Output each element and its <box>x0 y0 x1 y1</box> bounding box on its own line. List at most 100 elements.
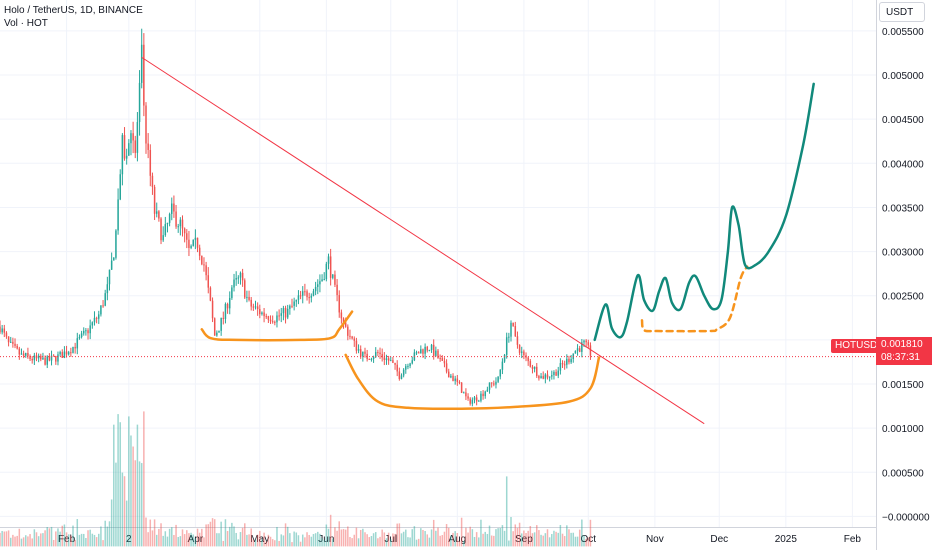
candle-body <box>299 295 302 297</box>
volume-bar <box>25 535 27 547</box>
volume-bar <box>102 540 104 547</box>
candle-body <box>454 378 456 381</box>
volume-bar <box>372 533 375 547</box>
volume-bar <box>241 527 244 547</box>
candle-body <box>527 357 529 362</box>
candle-body <box>484 391 486 397</box>
candle-body <box>540 376 542 379</box>
volume-bar <box>512 531 514 547</box>
volume-bar <box>70 535 72 547</box>
volume-bar <box>377 538 379 547</box>
candle-body <box>304 291 306 293</box>
volume-bar <box>570 532 572 547</box>
volume-bar <box>87 530 89 547</box>
candle-body <box>548 376 551 378</box>
y-tick-label: 0.000500 <box>882 468 924 479</box>
volume-bar <box>435 530 437 547</box>
volume-bar <box>35 532 38 547</box>
candle-body <box>80 333 83 338</box>
candle-body <box>278 315 280 317</box>
candle-body <box>372 357 375 359</box>
candle-body <box>559 363 562 371</box>
volume-bar <box>80 533 83 547</box>
candle-body <box>1 328 3 333</box>
volume-bar <box>289 533 291 547</box>
candle-body <box>149 149 152 176</box>
candle-body <box>147 143 149 150</box>
candle-body <box>52 355 55 357</box>
volume-bar <box>469 526 471 547</box>
currency-selector[interactable]: USDT <box>879 2 925 22</box>
volume-bar <box>203 537 205 547</box>
x-tick-label: Jul <box>384 534 397 545</box>
volume-bar <box>426 534 429 547</box>
teal-projection <box>593 82 815 342</box>
volume-bar <box>280 534 283 547</box>
volume-bar <box>364 532 366 547</box>
volume-bar <box>235 532 237 547</box>
volume-bar <box>329 514 332 547</box>
volume-bar <box>61 525 64 547</box>
candle-body <box>269 319 272 322</box>
candle-body <box>456 378 459 382</box>
candle-body <box>76 338 79 349</box>
candle-body <box>525 355 527 358</box>
candle-body <box>239 272 242 278</box>
volume-bar <box>274 540 276 547</box>
candle-body <box>538 375 540 379</box>
volume-bar <box>424 531 426 547</box>
volume-bar <box>18 528 21 547</box>
volume-bar <box>396 523 398 547</box>
y-tick-label: 0.002500 <box>882 292 924 303</box>
volume-bar <box>568 529 570 547</box>
candle-body <box>553 371 555 376</box>
candle-body <box>20 353 23 355</box>
candle-body <box>430 344 433 350</box>
volume-bar <box>209 521 212 547</box>
volume-bar <box>422 529 424 547</box>
volume-bar <box>22 537 25 547</box>
candle-body <box>91 322 94 326</box>
candle-body <box>321 279 323 282</box>
volume-bar <box>417 538 420 547</box>
volume-bar <box>394 533 396 547</box>
volume-bar <box>220 521 222 547</box>
candle-body <box>473 397 476 400</box>
volume-bar <box>484 531 486 547</box>
volume-bar <box>540 534 542 547</box>
candle-body <box>441 358 444 361</box>
volume-bar <box>347 526 349 547</box>
volume-bar <box>529 526 532 547</box>
volume-bar <box>158 528 160 547</box>
candle-body <box>510 322 512 337</box>
candle-body <box>113 257 115 261</box>
volume-bar <box>5 531 8 547</box>
candle-body <box>153 186 156 214</box>
volume-bar <box>482 533 484 547</box>
candle-body <box>261 312 263 315</box>
volume-bar <box>357 538 360 547</box>
candle-body <box>523 351 525 356</box>
candle-body <box>29 355 31 359</box>
volume-bar <box>119 422 121 547</box>
candle-body <box>310 295 313 298</box>
volume-bar <box>228 526 231 547</box>
volume-bar <box>430 529 433 547</box>
candle-body <box>576 348 579 351</box>
volume-bar <box>319 533 321 547</box>
candle-body <box>379 352 381 355</box>
candle-body <box>392 360 394 363</box>
x-tick-label: 2025 <box>775 534 798 545</box>
candle-body <box>301 291 304 296</box>
candle-body <box>164 224 167 236</box>
volume-bar <box>55 531 57 547</box>
volume-bar <box>555 531 557 547</box>
candle-body <box>128 143 130 156</box>
volume-bar <box>359 529 362 547</box>
volume-bar <box>149 519 152 547</box>
candle-body <box>203 264 205 266</box>
candle-body <box>89 325 91 334</box>
candle-body <box>254 306 257 308</box>
volume-bar <box>246 534 248 547</box>
